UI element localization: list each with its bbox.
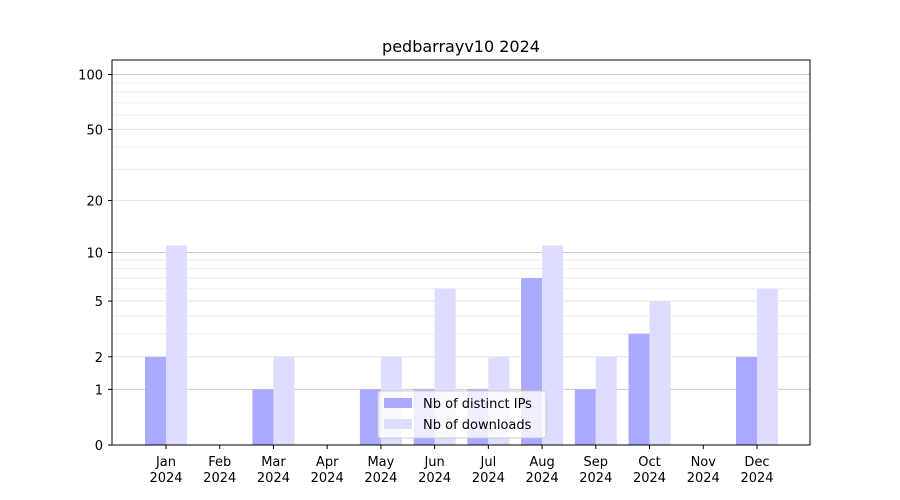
x-tick-label: Dec 2024 (740, 455, 773, 486)
x-tick-label: Jul 2024 (472, 455, 505, 486)
y-tick-label: 0 (95, 439, 103, 454)
x-tick-label: Aug 2024 (526, 455, 559, 486)
y-tick-label: 2 (95, 351, 103, 366)
x-tick-label: Apr 2024 (311, 455, 344, 486)
legend-swatch (384, 419, 412, 429)
y-tick-label: 1 (95, 383, 103, 398)
bar (736, 356, 757, 445)
legend-label: Nb of distinct IPs (423, 397, 532, 412)
x-tick-label: Oct 2024 (633, 455, 666, 486)
legend-box (377, 390, 547, 439)
bar (252, 389, 274, 445)
chart-title: pedbarrayv10 2024 (382, 37, 540, 56)
x-tick-label: Nov 2024 (687, 455, 720, 486)
bar (359, 389, 381, 445)
bar (166, 245, 187, 445)
bar (542, 245, 564, 445)
bar (628, 333, 650, 445)
grid (112, 74, 810, 390)
x-tick-label: Mar 2024 (257, 455, 290, 486)
legend-label: Nb of downloads (423, 418, 532, 433)
bar (273, 356, 295, 445)
y-tick-label: 10 (86, 247, 103, 262)
x-axis: Jan 2024 Feb 2024 Mar 2024 Apr 2024 May 2024 Jun 20… (149, 445, 774, 486)
y-axis: 0 1 2 5 10 20 50 100 (78, 69, 112, 454)
x-tick-label: Feb 2024 (203, 455, 236, 486)
x-tick-label: Jan 2024 (149, 455, 182, 486)
bar (595, 356, 617, 445)
x-tick-label: May 2024 (364, 455, 397, 486)
y-tick-label: 50 (86, 123, 103, 138)
x-tick-label: Jun 2024 (418, 455, 451, 486)
bar (757, 288, 778, 445)
bar (574, 389, 596, 445)
y-tick-label: 100 (78, 69, 103, 84)
legend: Nb of distinct IPs Nb of downloads (377, 390, 547, 439)
bar (649, 301, 671, 445)
y-tick-label: 20 (86, 195, 103, 210)
y-tick-label: 5 (95, 295, 103, 310)
bar (145, 356, 166, 445)
legend-swatch (384, 398, 412, 408)
x-tick-label: Sep 2024 (579, 455, 612, 486)
